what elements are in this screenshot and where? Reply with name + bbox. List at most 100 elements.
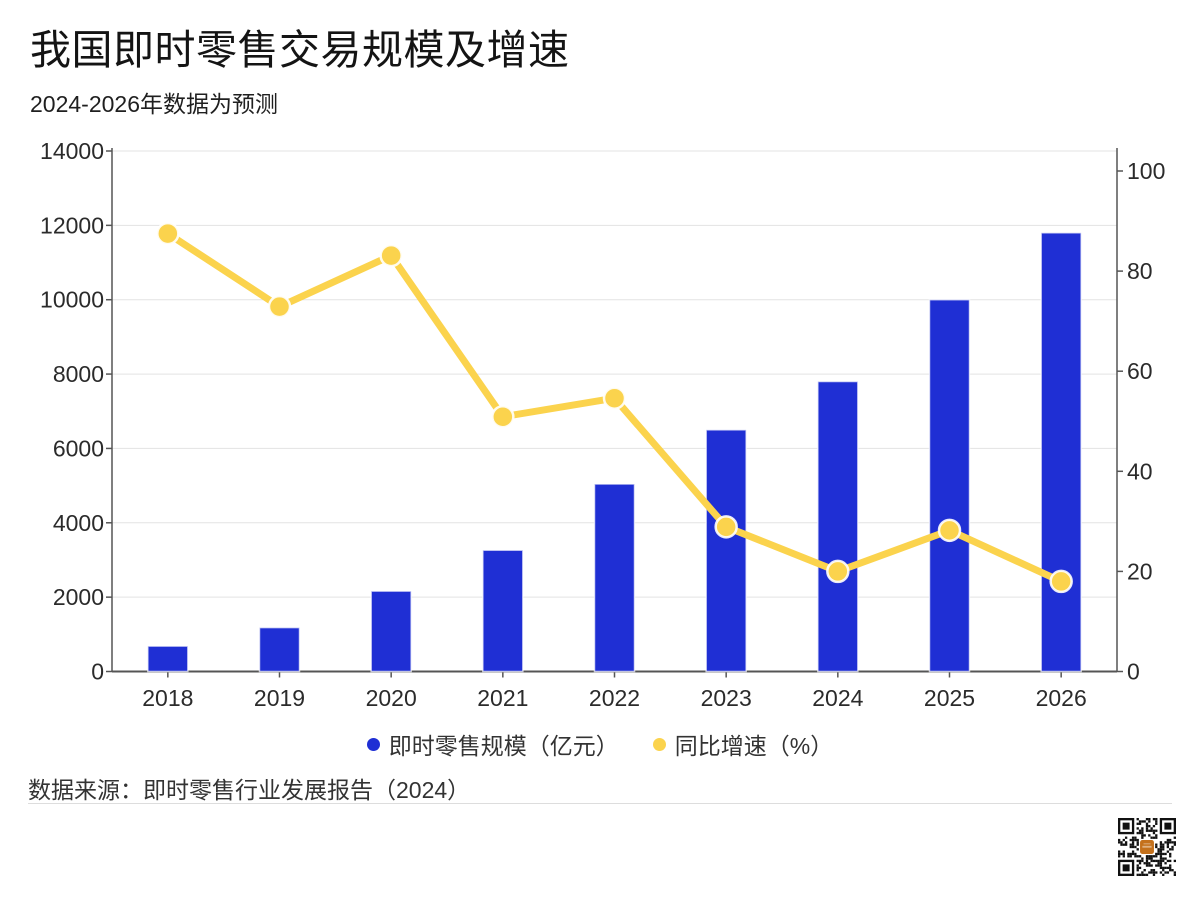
qr-module [1169,852,1172,856]
qr-module [1131,852,1135,856]
x-axis-tick-label: 2021 [477,685,528,711]
qr-module [1159,862,1163,865]
right-axis-tick-label: 60 [1127,358,1153,384]
qr-module [1131,836,1135,839]
qr-module [1145,857,1149,860]
qr-module [1122,864,1130,872]
qr-module [1169,841,1172,844]
qr-module [1155,843,1158,846]
qr-module [1166,859,1170,863]
qr-module [1162,845,1165,849]
left-axis-tick-label: 2000 [53,584,104,610]
bar-2020 [370,590,412,673]
qr-module [1169,864,1172,867]
qr-module [1152,855,1156,858]
bar-2026 [1040,232,1082,673]
qr-module [1122,850,1125,853]
qr-module [1173,836,1176,839]
qr-module [1159,841,1163,844]
growth-point-2019 [267,294,292,319]
qr-module [1164,857,1167,860]
qr-module [1143,862,1146,865]
qr-module [1122,855,1125,858]
qr-module [1136,831,1139,835]
qr-module [1143,820,1146,823]
qr-module [1159,852,1163,856]
qr-module [1136,841,1139,844]
qr-module [1157,852,1160,856]
qr-module [1148,829,1151,832]
right-axis-tick-label: 0 [1127,659,1140,685]
qr-module [1136,827,1139,830]
qr-module [1141,820,1144,823]
qr-module [1143,869,1146,872]
right-axis-tick-label: 40 [1127,458,1153,484]
qr-module [1169,866,1172,870]
qr-module [1118,838,1121,842]
qr-module [1152,871,1156,874]
qr-module [1122,852,1125,856]
qr-module [1148,862,1151,865]
qr-module [1162,848,1165,851]
bar-2022 [593,483,636,673]
qr-module [1134,836,1137,839]
qr-module [1155,871,1158,874]
qr-module [1122,843,1125,846]
bar-2025 [928,298,971,673]
qr-module [1129,843,1132,846]
qr-module [1157,848,1160,851]
qr-module [1141,829,1144,832]
qr-module [1138,831,1142,835]
qr-module [1169,855,1172,858]
growth-point-2018 [156,221,180,246]
qr-module [1120,843,1123,846]
qr-module [1136,859,1139,863]
qr-module [1136,855,1139,858]
qr-module [1138,866,1142,870]
right-axis-tick-label: 100 [1127,158,1165,184]
qr-module [1155,836,1158,839]
qr-module [1152,818,1156,821]
qr-module [1129,845,1132,849]
qr-module [1164,841,1167,844]
page-title: 我国即时零售交易规模及增速 [30,27,570,73]
qr-module [1152,824,1156,828]
qr-module [1145,822,1149,825]
qr-module [1150,857,1153,860]
qr-module [1162,859,1165,863]
qr-module [1136,843,1139,846]
qr-module [1145,824,1149,828]
qr-module [1152,869,1156,872]
qr-module [1136,848,1139,851]
qr-module [1148,820,1151,823]
qr-module [1157,864,1160,867]
qr-module [1141,827,1144,830]
qr-module [1162,843,1165,846]
qr-module [1118,855,1121,858]
qr-module [1140,840,1154,854]
qr-module [1159,866,1163,870]
left-axis-tick-label: 14000 [40,140,104,164]
qr-module [1148,855,1151,858]
qr-module [1141,857,1144,860]
qr-module [1122,822,1130,830]
qr-module [1162,852,1165,856]
qr-module [1164,852,1167,856]
qr-module [1120,852,1123,856]
qr-module [1138,873,1142,876]
qr-module [1148,871,1151,874]
qr-module [1171,848,1174,851]
qr-module [1145,827,1149,830]
qr-module [1150,859,1153,863]
qr-module [1162,866,1165,870]
qr-module [1141,871,1144,874]
x-axis-tick-label: 2019 [254,685,305,711]
legend-label-scale: 即时零售规模（亿元） [388,733,619,759]
qr-module [1157,859,1160,863]
qr-module [1136,838,1139,842]
qr-module [1129,852,1132,856]
qr-module [1169,848,1172,851]
qr-module [1145,829,1149,832]
qr-module [1145,864,1149,867]
bar-2024 [817,380,859,673]
